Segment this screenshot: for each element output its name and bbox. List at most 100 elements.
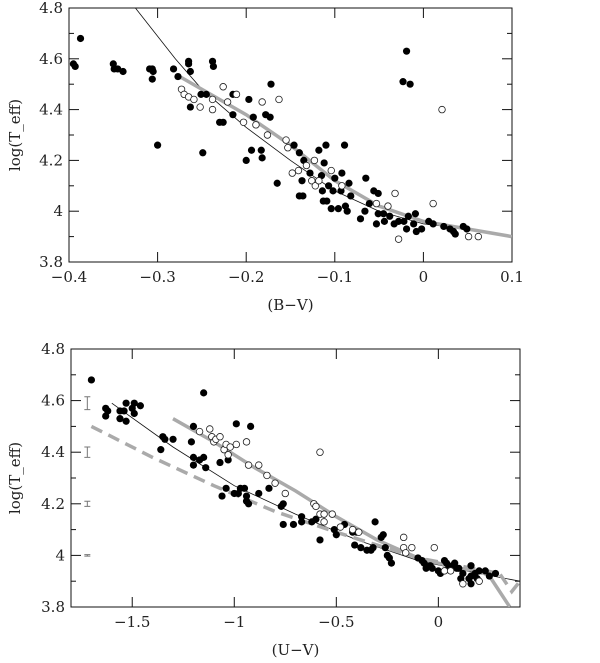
- data-point-open: [336, 523, 345, 531]
- data-point-filled: [318, 187, 326, 195]
- data-point-open: [263, 471, 271, 480]
- data-point-open: [459, 580, 467, 588]
- data-point-open: [302, 161, 311, 170]
- data-point-filled: [298, 177, 306, 185]
- plot-area: [84, 376, 520, 607]
- data-point-open: [394, 235, 403, 243]
- data-point-filled: [372, 220, 381, 228]
- data-point-filled: [404, 212, 412, 220]
- data-point-filled: [411, 210, 420, 218]
- data-point-open: [391, 189, 399, 198]
- data-point-open: [288, 169, 296, 177]
- data-point-open: [263, 131, 272, 139]
- data-point-open: [338, 182, 346, 190]
- y-tick-label: 4.4: [41, 443, 65, 461]
- data-point-filled: [224, 456, 232, 464]
- data-point-filled: [169, 435, 177, 443]
- data-point-open: [208, 95, 217, 104]
- data-point-filled: [122, 399, 130, 407]
- data-point-filled: [266, 113, 274, 121]
- data-point-filled: [240, 484, 249, 492]
- x-tick-label: 0: [419, 268, 429, 286]
- data-point-filled: [279, 520, 287, 529]
- data-point-filled: [136, 402, 144, 410]
- data-point-open: [242, 438, 251, 446]
- data-point-open: [320, 518, 328, 526]
- data-point-filled: [290, 141, 298, 149]
- data-point-filled: [331, 174, 339, 182]
- data-point-open: [399, 533, 408, 542]
- data-point-open: [316, 448, 324, 456]
- data-point-filled: [418, 225, 426, 233]
- data-point-filled: [340, 141, 349, 149]
- data-point-filled: [315, 146, 323, 154]
- data-point-open: [224, 451, 232, 459]
- data-point-open: [320, 510, 328, 518]
- data-point-filled: [218, 492, 226, 500]
- y-tick-label: 4.8: [41, 340, 65, 358]
- data-point-open: [372, 199, 381, 208]
- data-point-open: [244, 461, 253, 469]
- data-point-open: [258, 98, 266, 106]
- data-point-filled: [428, 564, 436, 572]
- error-bar: [84, 396, 91, 411]
- data-point-filled: [229, 111, 237, 119]
- data-point-filled: [245, 95, 253, 104]
- data-point-filled: [187, 438, 196, 446]
- data-point-filled: [202, 90, 210, 98]
- data-point-filled: [222, 484, 230, 492]
- data-point-filled: [247, 422, 255, 430]
- data-point-filled: [380, 217, 389, 225]
- data-point-filled: [174, 72, 182, 81]
- plot-bv: −0.4 −0.3 −0.2 −0.1 0 0.1 3.8 4 4.2 4.4 4.6 4.8 (B−V…: [6, 0, 524, 314]
- data-point-open: [384, 202, 392, 210]
- data-point-filled: [347, 192, 355, 200]
- data-point-filled: [189, 453, 198, 461]
- data-point-filled: [122, 417, 130, 425]
- data-point-filled: [148, 75, 156, 83]
- data-point-filled: [485, 572, 493, 580]
- data-point-filled: [399, 78, 407, 86]
- data-point-filled: [130, 399, 138, 407]
- data-point-filled: [242, 156, 250, 164]
- data-point-filled: [209, 62, 218, 71]
- data-point-filled: [216, 458, 224, 467]
- data-point-open: [239, 118, 248, 126]
- data-point-open: [474, 232, 483, 241]
- y-tick-label: 3.8: [39, 253, 63, 271]
- data-point-filled: [258, 154, 266, 162]
- data-point-open: [315, 177, 323, 185]
- x-tick-label: −1.5: [114, 613, 150, 631]
- data-point-filled: [338, 169, 346, 177]
- data-point-open: [223, 98, 232, 106]
- data-point-filled: [357, 544, 365, 552]
- data-point-filled: [316, 536, 324, 544]
- data-point-filled: [394, 217, 403, 225]
- data-point-filled: [298, 513, 306, 521]
- plot-uv: −1.5 −1 −0.5 0 3.8 4 4.2 4.4 4.6 4.8 (U−V) log(T_ef…: [6, 340, 521, 659]
- data-point-filled: [463, 225, 471, 233]
- data-point-filled: [322, 141, 330, 149]
- data-point-filled: [334, 205, 342, 213]
- data-point-open: [430, 543, 438, 552]
- y-tick-label: 4.2: [41, 495, 65, 513]
- x-tick-label: 0: [434, 613, 444, 631]
- data-point-open: [311, 182, 320, 190]
- data-point-open: [308, 177, 316, 185]
- data-point-filled: [242, 492, 251, 500]
- data-point-open: [312, 502, 320, 511]
- data-point-filled: [265, 484, 273, 492]
- data-point-filled: [481, 567, 489, 575]
- data-point-filled: [186, 67, 194, 76]
- data-point-filled: [76, 34, 85, 43]
- data-point-filled: [324, 182, 333, 190]
- data-point-filled: [491, 569, 500, 578]
- data-point-open: [328, 510, 336, 518]
- data-point-filled: [267, 80, 275, 88]
- data-point-filled: [219, 118, 227, 126]
- error-bar: [84, 500, 91, 507]
- data-point-filled: [356, 215, 365, 223]
- data-point-filled: [400, 217, 408, 225]
- y-tick-label: 4.2: [39, 151, 63, 169]
- data-point-open: [252, 121, 260, 129]
